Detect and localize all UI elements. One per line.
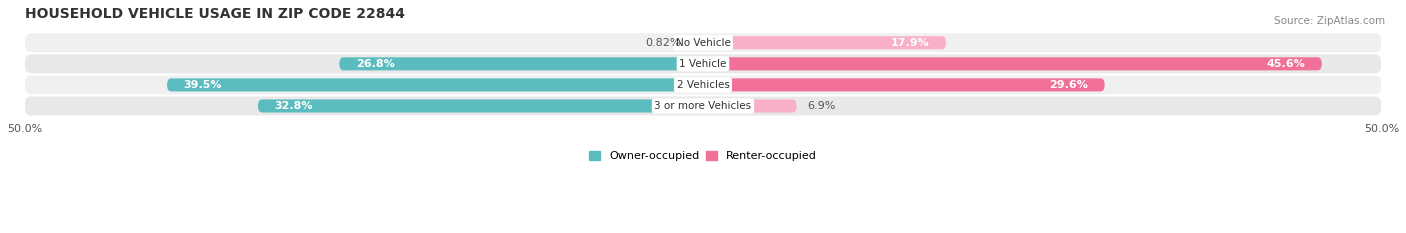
Text: Source: ZipAtlas.com: Source: ZipAtlas.com xyxy=(1274,16,1385,26)
FancyBboxPatch shape xyxy=(257,99,703,113)
FancyBboxPatch shape xyxy=(24,96,1382,116)
FancyBboxPatch shape xyxy=(167,78,703,91)
Text: 2 Vehicles: 2 Vehicles xyxy=(676,80,730,90)
Text: No Vehicle: No Vehicle xyxy=(675,38,731,48)
FancyBboxPatch shape xyxy=(692,36,703,49)
Text: 26.8%: 26.8% xyxy=(356,59,395,69)
Text: 29.6%: 29.6% xyxy=(1049,80,1088,90)
Text: 39.5%: 39.5% xyxy=(183,80,222,90)
Text: HOUSEHOLD VEHICLE USAGE IN ZIP CODE 22844: HOUSEHOLD VEHICLE USAGE IN ZIP CODE 2284… xyxy=(24,7,405,21)
Text: 0.82%: 0.82% xyxy=(645,38,681,48)
FancyBboxPatch shape xyxy=(703,57,1322,70)
FancyBboxPatch shape xyxy=(339,57,703,70)
FancyBboxPatch shape xyxy=(703,99,797,113)
Text: 17.9%: 17.9% xyxy=(891,38,929,48)
Text: 3 or more Vehicles: 3 or more Vehicles xyxy=(654,101,752,111)
Text: 6.9%: 6.9% xyxy=(807,101,835,111)
FancyBboxPatch shape xyxy=(24,54,1382,73)
Text: 32.8%: 32.8% xyxy=(274,101,312,111)
Text: 45.6%: 45.6% xyxy=(1267,59,1305,69)
FancyBboxPatch shape xyxy=(703,78,1105,91)
Legend: Owner-occupied, Renter-occupied: Owner-occupied, Renter-occupied xyxy=(589,151,817,161)
FancyBboxPatch shape xyxy=(24,75,1382,94)
FancyBboxPatch shape xyxy=(703,36,946,49)
Text: 1 Vehicle: 1 Vehicle xyxy=(679,59,727,69)
FancyBboxPatch shape xyxy=(24,33,1382,52)
